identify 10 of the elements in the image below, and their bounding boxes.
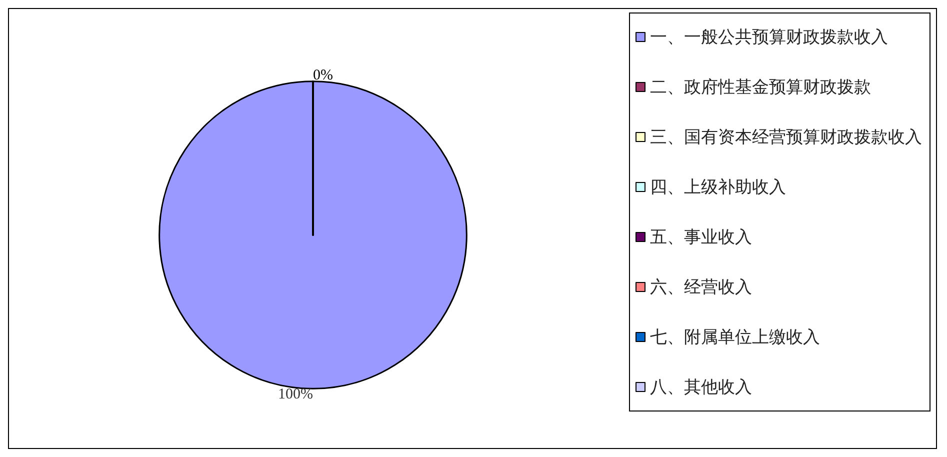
legend-label: 五、事业收入 <box>650 228 752 246</box>
legend-label: 八、其他收入 <box>650 378 752 396</box>
legend-label: 一、一般公共预算财政拨款收入 <box>650 28 888 46</box>
legend-label: 七、附属单位上缴收入 <box>650 328 820 346</box>
data-label: 100% <box>278 386 313 403</box>
legend-label: 六、经营收入 <box>650 278 752 296</box>
legend-label: 四、上级补助收入 <box>650 178 786 196</box>
legend-label: 二、政府性基金预算财政拨款 <box>650 78 871 96</box>
text: 0% <box>313 67 333 84</box>
legend-label: 三、国有资本经营预算财政拨款收入 <box>650 128 922 146</box>
